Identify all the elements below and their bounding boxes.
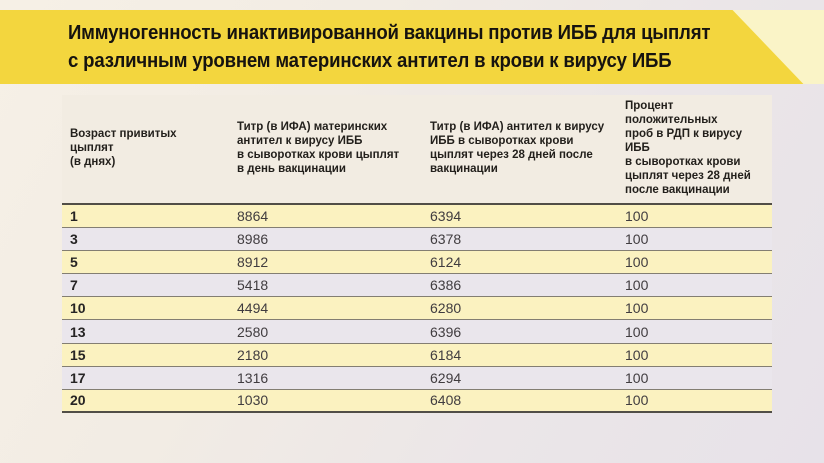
age-cell: 20	[70, 392, 86, 409]
titer-28d-cell: 6124	[430, 254, 462, 271]
maternal-titer-cell: 8912	[237, 254, 269, 271]
title-banner: Иммуногенность инактивированной вакцины …	[0, 10, 824, 84]
rdp-percent-cell: 100	[625, 208, 649, 225]
maternal-titer-cell: 1316	[237, 369, 269, 386]
age-cell: 7	[70, 277, 78, 294]
age-cell: 15	[70, 346, 86, 363]
banner-yellow-shape	[0, 10, 804, 84]
table-row: 20 1030 6408 100	[62, 389, 772, 413]
titer-28d-cell: 6294	[430, 369, 462, 386]
titer-28d-cell: 6184	[430, 346, 462, 363]
maternal-titer-cell: 1030	[237, 392, 269, 409]
table-row: 10 4494 6280 100	[62, 297, 772, 321]
titer-28d-cell: 6378	[430, 231, 462, 248]
column-header-titer-28-days: Титр (в ИФА) антител к вирусу ИББ в сыво…	[430, 121, 605, 175]
maternal-titer-cell: 5418	[237, 277, 269, 294]
rdp-percent-cell: 100	[625, 231, 649, 248]
table-row: 3 8986 6378 100	[62, 228, 772, 252]
titer-28d-cell: 6280	[430, 300, 462, 317]
age-cell: 17	[70, 369, 86, 386]
column-header-age: Возраст привитых цыплят (в днях)	[70, 128, 177, 168]
rdp-percent-cell: 100	[625, 300, 649, 317]
column-header-rdp-percent: Процент положительных проб в РДП к вирус…	[625, 100, 751, 196]
maternal-titer-cell: 4494	[237, 300, 269, 317]
rdp-percent-cell: 100	[625, 392, 649, 409]
table-row: 17 1316 6294 100	[62, 366, 772, 390]
maternal-titer-cell: 8864	[237, 208, 269, 225]
maternal-titer-cell: 2580	[237, 323, 269, 340]
age-cell: 1	[70, 208, 78, 225]
age-cell: 3	[70, 231, 78, 248]
table-row: 7 5418 6386 100	[62, 274, 772, 298]
age-cell: 10	[70, 300, 86, 317]
table-body: 1 8864 6394 100 3 8986 6378 100 5 8912 6…	[62, 205, 772, 413]
slide-title: Иммуногенность инактивированной вакцины …	[68, 22, 711, 72]
table-row: 15 2180 6184 100	[62, 343, 772, 367]
table-row: 13 2580 6396 100	[62, 320, 772, 344]
rdp-percent-cell: 100	[625, 277, 649, 294]
titer-28d-cell: 6394	[430, 208, 462, 225]
rdp-percent-cell: 100	[625, 346, 649, 363]
titer-28d-cell: 6408	[430, 392, 462, 409]
titer-28d-cell: 6396	[430, 323, 462, 340]
titer-28d-cell: 6386	[430, 277, 462, 294]
maternal-titer-cell: 8986	[237, 231, 269, 248]
age-cell: 5	[70, 254, 78, 271]
age-cell: 13	[70, 323, 86, 340]
table-header: Возраст привитых цыплят (в днях) Титр (в…	[62, 95, 772, 205]
table-row: 5 8912 6124 100	[62, 251, 772, 275]
maternal-titer-cell: 2180	[237, 346, 269, 363]
immunogenicity-table: Возраст привитых цыплят (в днях) Титр (в…	[62, 95, 772, 413]
rdp-percent-cell: 100	[625, 369, 649, 386]
table-row: 1 8864 6394 100	[62, 205, 772, 229]
rdp-percent-cell: 100	[625, 323, 649, 340]
rdp-percent-cell: 100	[625, 254, 649, 271]
column-header-maternal-titer: Титр (в ИФА) материнских антител к вирус…	[237, 121, 400, 175]
